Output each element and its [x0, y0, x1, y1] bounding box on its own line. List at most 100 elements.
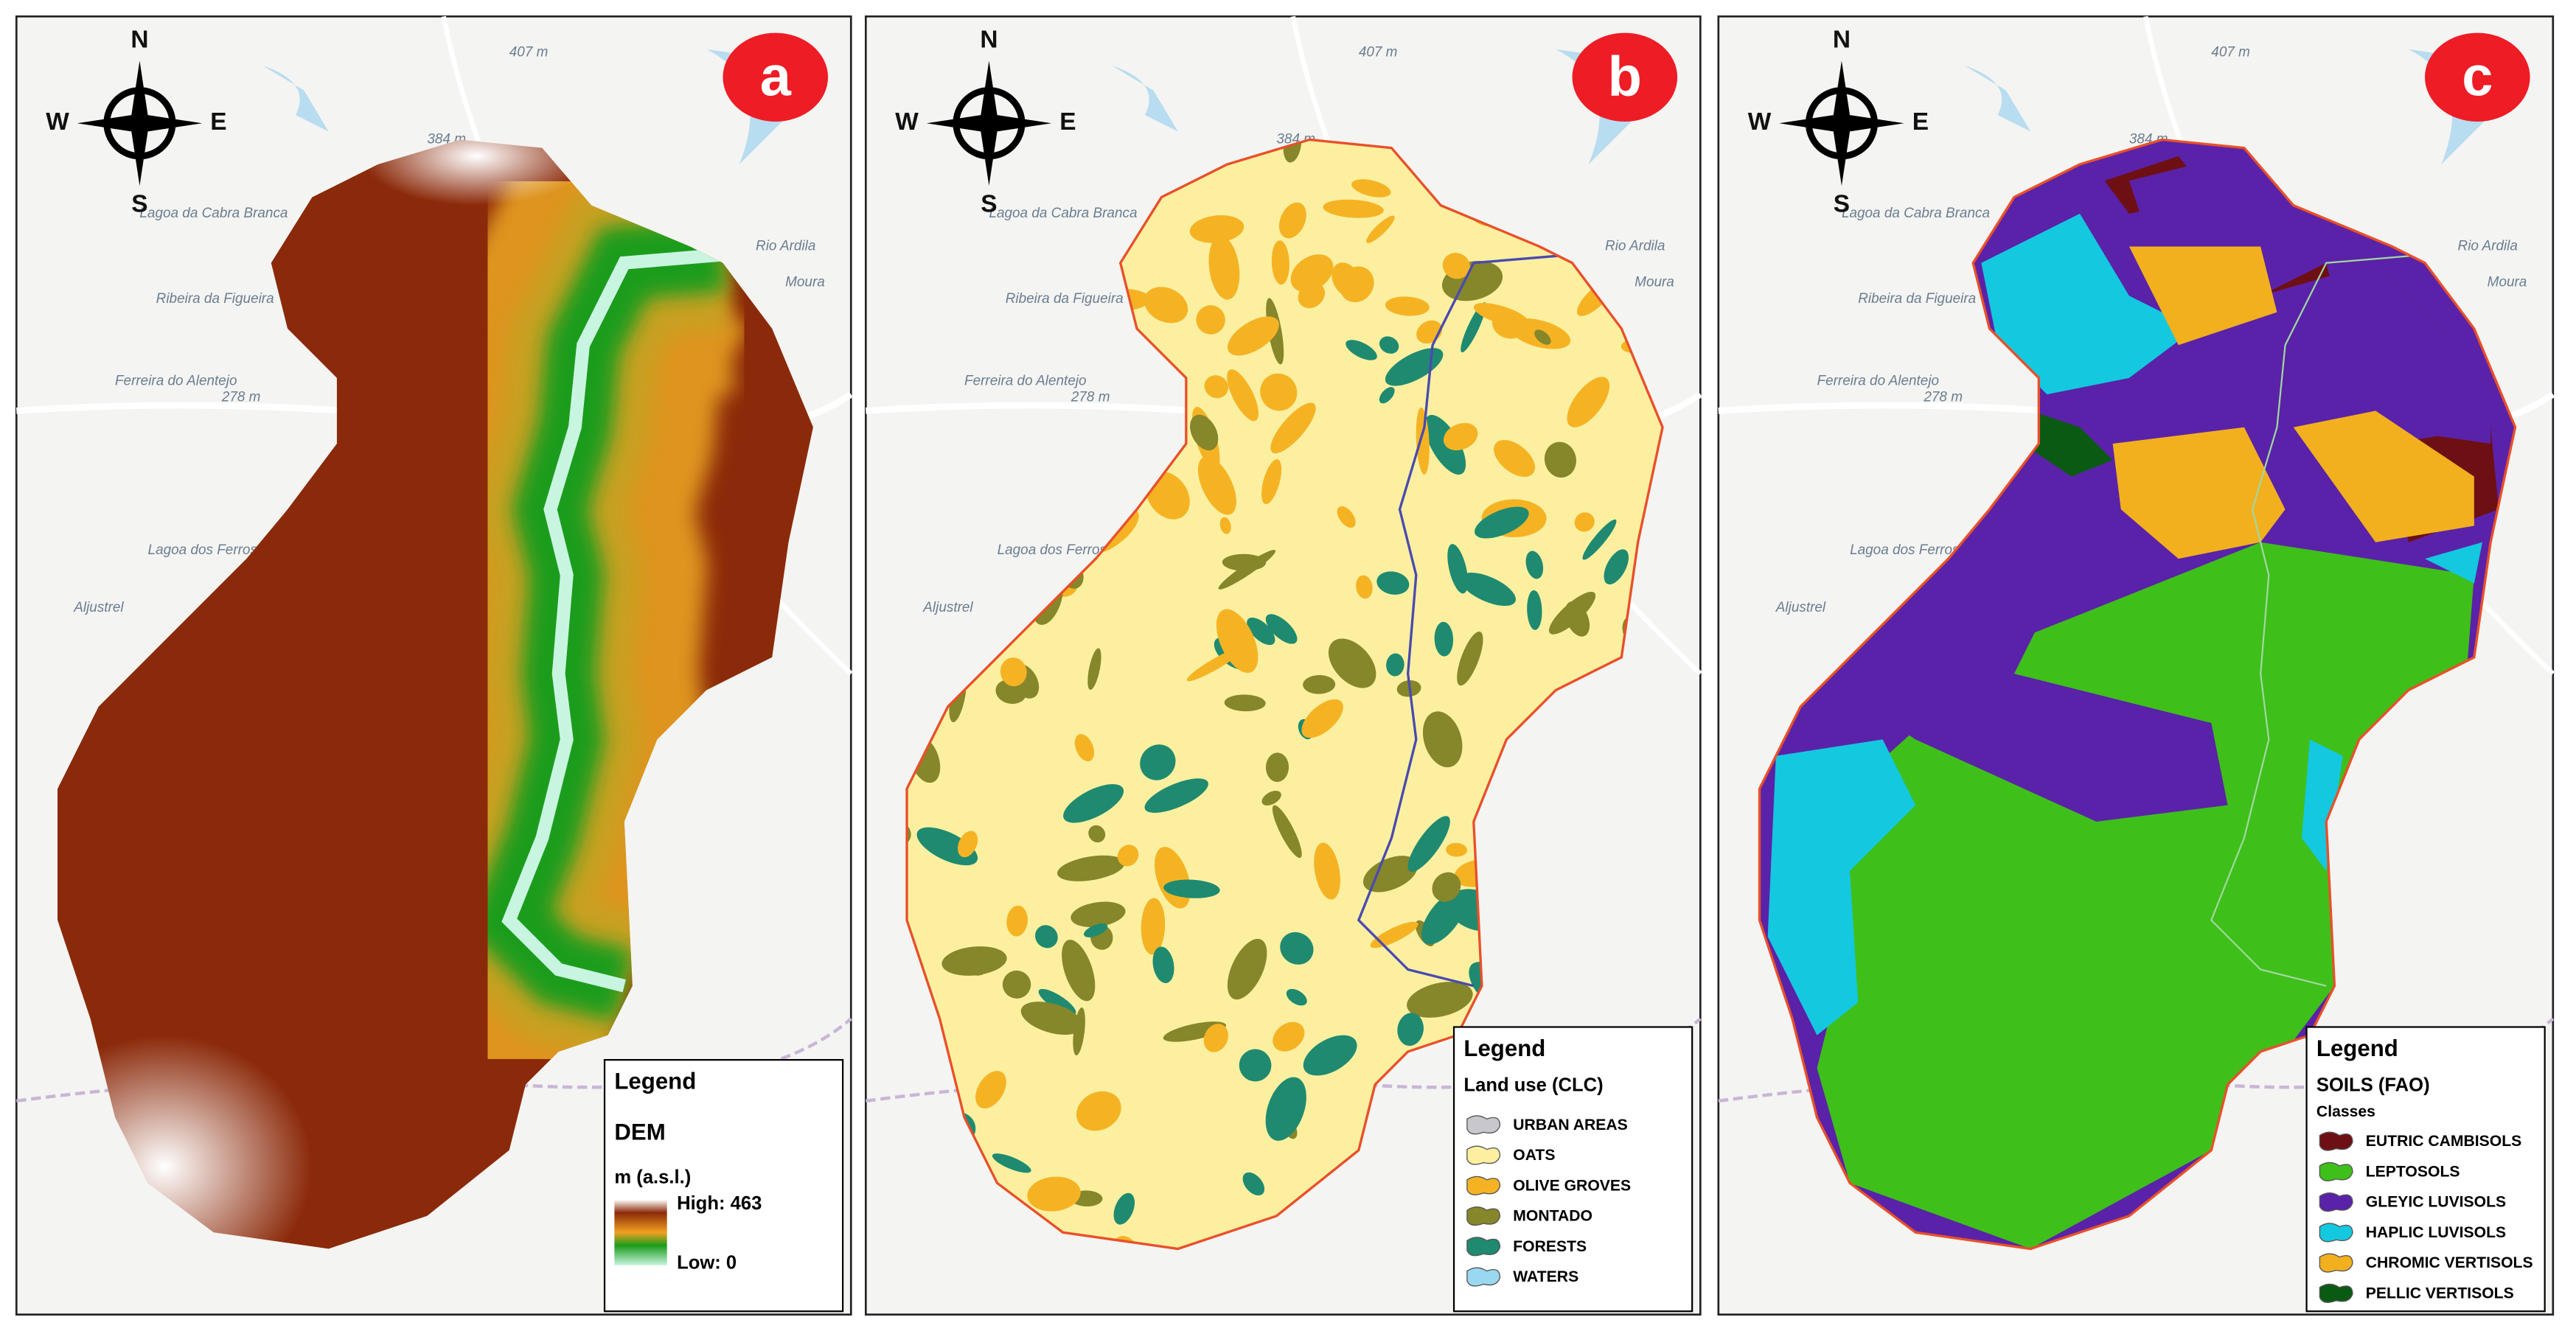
- landuse-patch: [1224, 694, 1266, 712]
- landuse-patch: [1270, 402, 1316, 454]
- landuse-patch: [1272, 805, 1302, 859]
- landuse-patch: [1239, 1049, 1272, 1082]
- landuse-patch: [1376, 571, 1410, 595]
- landuse-patch: [1442, 253, 1470, 279]
- soil-zone: [1767, 739, 1916, 1035]
- landuse-patch: [1265, 614, 1298, 644]
- landuse-patch: [1379, 387, 1395, 404]
- basemap-label: Moura: [2488, 274, 2527, 290]
- landuse-patch: [1196, 305, 1225, 335]
- soil-zone: [1866, 492, 2228, 822]
- landuse-patch: [1447, 544, 1469, 594]
- landuse-patch: [1337, 506, 1356, 528]
- landuse-patch: [1494, 439, 1536, 477]
- landuse-patch: [1278, 202, 1306, 239]
- basemap-label: Lagoa dos Ferros: [1850, 542, 1960, 558]
- landuse-patch: [1113, 1192, 1135, 1225]
- landuse-patch: [1265, 752, 1289, 782]
- landuse-patch: [1190, 414, 1219, 451]
- panel-label: b: [1608, 45, 1642, 108]
- landuse-patch: [1006, 905, 1028, 937]
- landuse-patch: [1163, 1021, 1227, 1042]
- soil-zone: [2128, 246, 2277, 346]
- landuse-patch: [1303, 1035, 1357, 1076]
- landuse-patch: [992, 1153, 1031, 1173]
- compass-label: S: [1834, 191, 1850, 218]
- landuse-patch: [1386, 653, 1404, 677]
- landuse-patch: [1331, 262, 1362, 298]
- landuse-patch: [1475, 506, 1529, 539]
- compass-label: N: [980, 27, 998, 54]
- legend-high: High: 463: [677, 1193, 762, 1214]
- compass-label: E: [210, 108, 226, 136]
- basemap-label: 278 m: [221, 390, 261, 405]
- landuse-patch: [1397, 1013, 1424, 1047]
- basemap-label: Rio Ardila: [1605, 238, 1665, 254]
- landuse-patch: [1203, 1024, 1228, 1052]
- landuse-patch: [1527, 590, 1542, 630]
- landuse-patch: [1000, 657, 1027, 687]
- dem-high: [361, 139, 592, 206]
- landuse-patch: [1057, 855, 1125, 881]
- legend-swatch: [2319, 1192, 2353, 1212]
- landuse-patch: [1273, 1021, 1305, 1052]
- landuse-patch: [1314, 842, 1340, 900]
- legend-swatch: [2319, 1253, 2353, 1273]
- basemap-label: Aljustrel: [1775, 600, 1826, 615]
- landuse-patch: [1473, 303, 1529, 327]
- legend-swatch: [1466, 1267, 1501, 1287]
- compass-label: N: [130, 27, 148, 54]
- landuse-patch: [1286, 988, 1307, 1006]
- landuse-patch: [1002, 970, 1031, 999]
- landuse-patch: [1265, 1077, 1306, 1141]
- landuse-patch: [1074, 734, 1095, 762]
- basemap-label: Ferreira do Alentejo: [1817, 373, 1940, 388]
- legend-swatch: [2319, 1131, 2353, 1151]
- landuse-patch: [1141, 898, 1166, 955]
- landuse-patch: [1227, 316, 1279, 356]
- river: [1357, 253, 1573, 988]
- basemap-label: Lagoa dos Ferros: [148, 542, 258, 558]
- landuse-patch: [1432, 872, 1461, 902]
- legend-label: OLIVE GROVES: [1513, 1177, 1631, 1194]
- landuse-patch: [1379, 336, 1399, 354]
- landuse-patch: [1063, 783, 1124, 823]
- compass-star: [926, 60, 1052, 186]
- basemap-label: Rio Ardila: [2458, 238, 2518, 254]
- landuse-patch: [1422, 711, 1463, 768]
- basemap-label: Ribeira da Figueira: [1858, 291, 1976, 307]
- landuse-patch: [1366, 215, 1395, 243]
- landuse-patch: [1567, 377, 1610, 427]
- basemap-label: Ferreira do Alentejo: [964, 373, 1087, 388]
- basemap-label: Rio Ardila: [756, 238, 815, 254]
- basemap-label: Lagoa da Cabra Branca: [989, 206, 1137, 221]
- landuse-patch: [1604, 549, 1629, 584]
- landuse-patch: [1020, 1002, 1083, 1035]
- landuse-patch: [1544, 441, 1576, 478]
- legend-title: Legend: [2316, 1035, 2398, 1061]
- compass-label: E: [1912, 108, 1929, 136]
- landuse-patch: [1152, 946, 1174, 983]
- landuse-patch: [1219, 517, 1231, 534]
- landuse-patch: [1189, 215, 1245, 243]
- panel-badge: [2424, 32, 2530, 122]
- basemap-label: 407 m: [509, 44, 549, 60]
- landuse-patch: [1301, 699, 1343, 738]
- legend-heading: Land use (CLC): [1463, 1075, 1603, 1096]
- basemap-label: Moura: [1635, 274, 1674, 290]
- compass-label: S: [131, 191, 147, 218]
- legend-swatch: [2319, 1283, 2353, 1303]
- legend-swatch: [1466, 1115, 1501, 1135]
- landuse-patch: [1303, 675, 1336, 694]
- legend-swatch: [2319, 1223, 2353, 1243]
- legend-swatch: [1466, 1175, 1501, 1195]
- legend-label: MONTADO: [1513, 1208, 1592, 1225]
- panel-badge: [1572, 32, 1678, 122]
- basemap-label: Lagoa dos Ferros: [998, 542, 1107, 558]
- landuse-patch: [1525, 551, 1544, 579]
- soil-zone: [2112, 427, 2286, 559]
- soil-zone: [2128, 147, 2294, 263]
- legend-label: FORESTS: [1513, 1238, 1587, 1255]
- landuse-patch: [1027, 1176, 1081, 1212]
